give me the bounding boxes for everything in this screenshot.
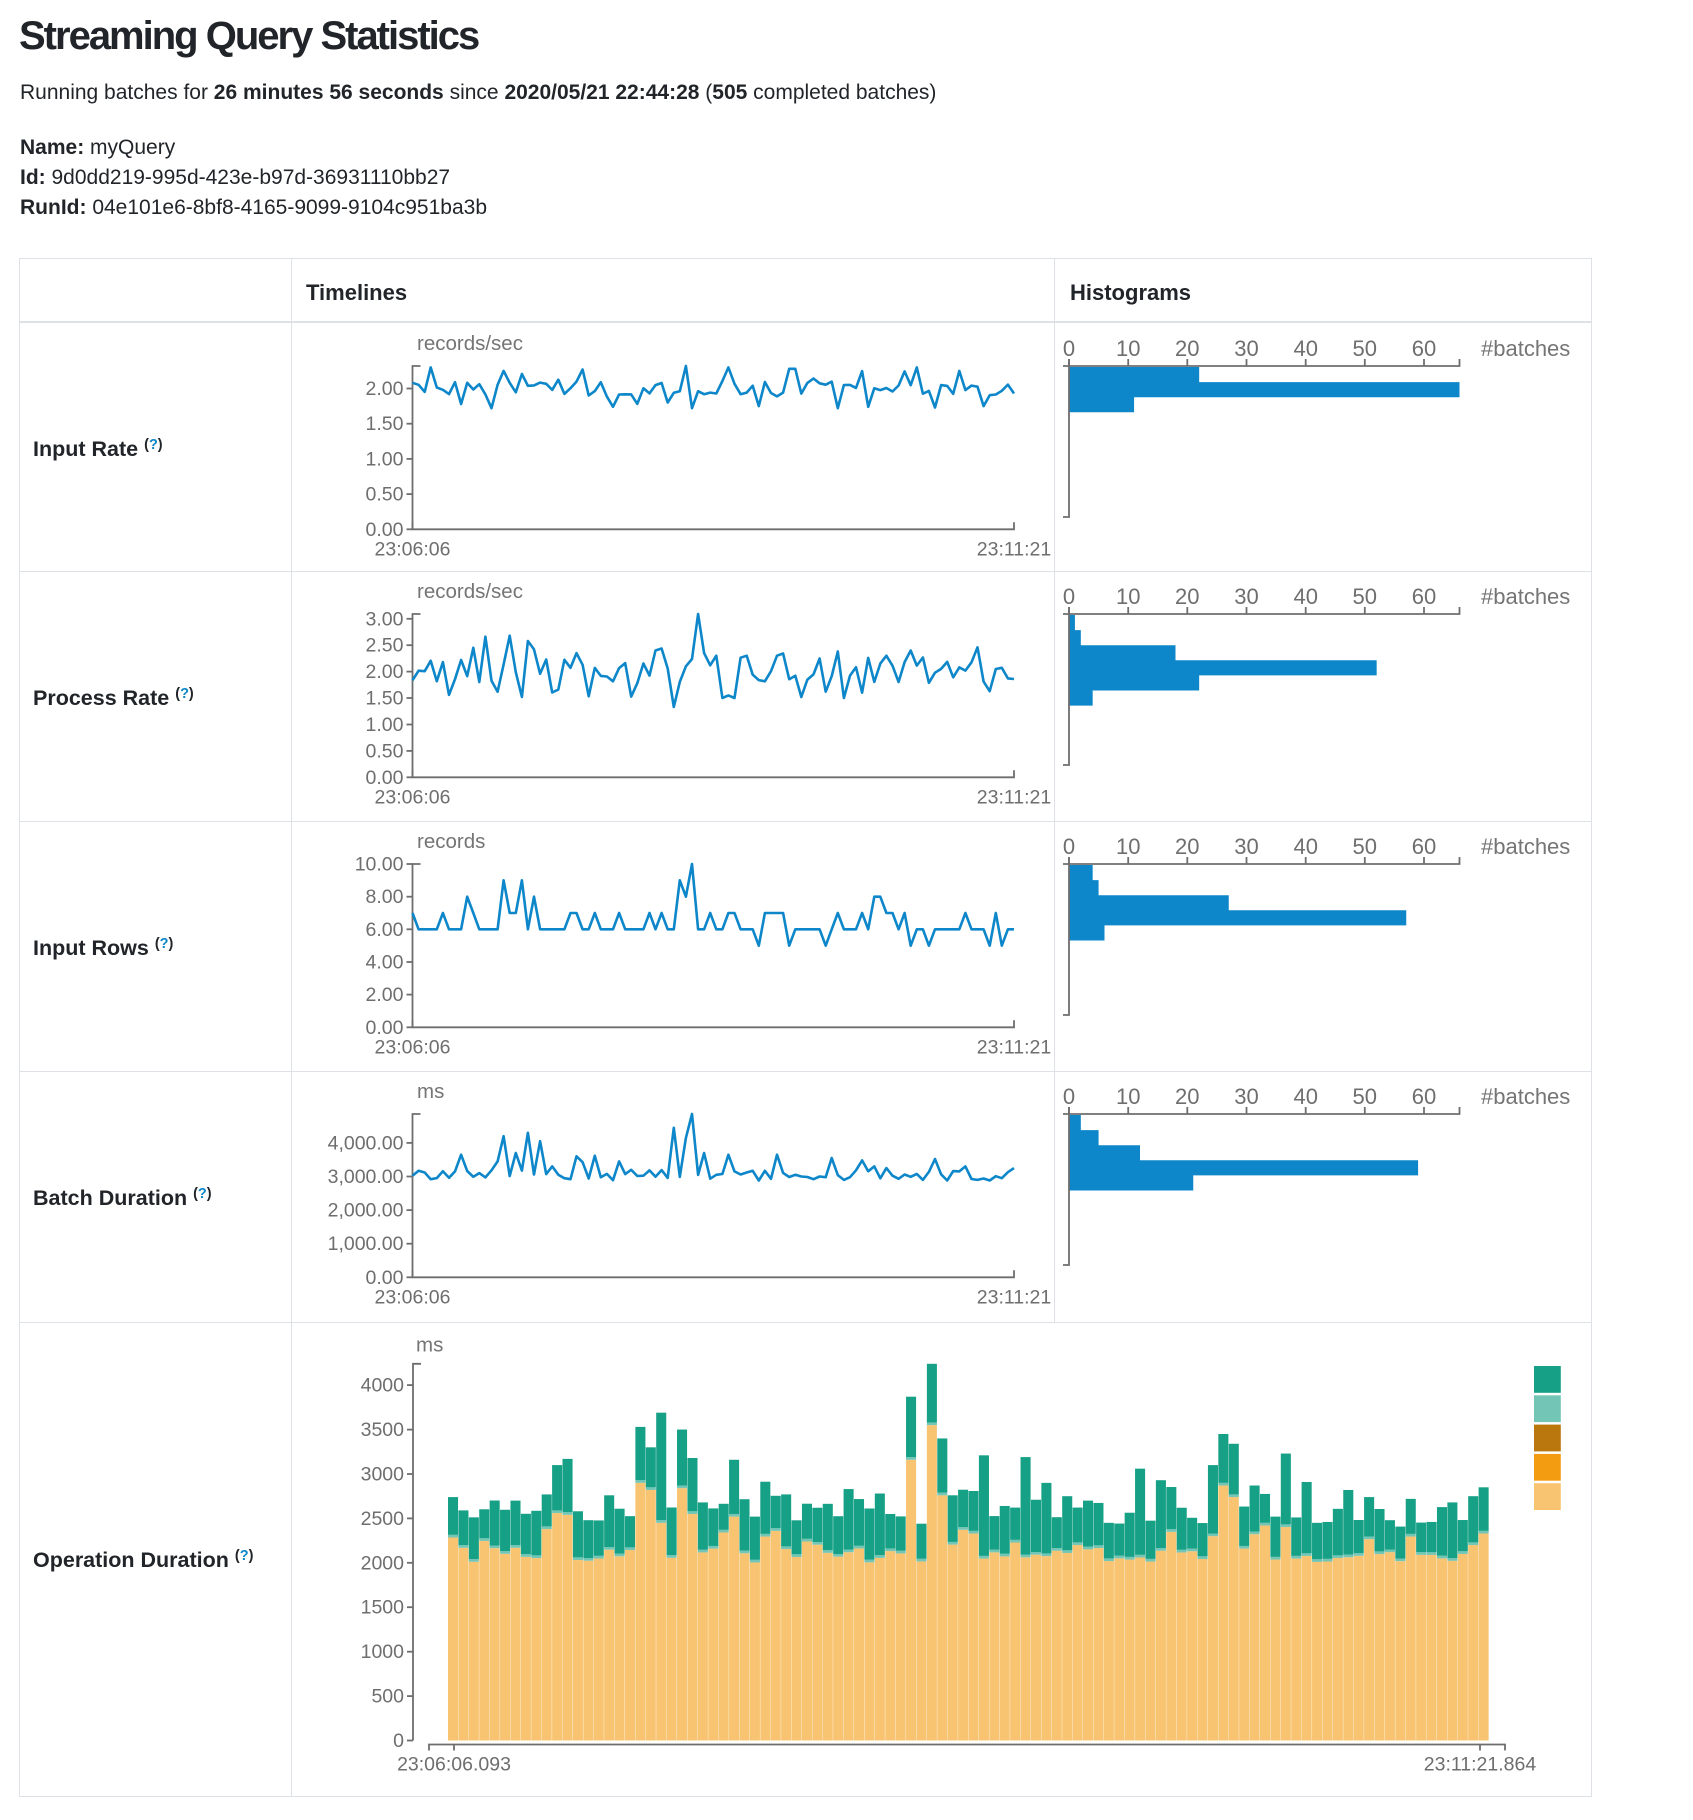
svg-text:23:06:06: 23:06:06 [375,1036,451,1058]
svg-text:23:11:21: 23:11:21 [977,538,1051,560]
svg-text:#batches: #batches [1481,1084,1570,1109]
svg-text:records: records [417,830,485,853]
svg-text:1500: 1500 [361,1596,405,1618]
svg-text:30: 30 [1234,584,1258,609]
svg-text:2.00: 2.00 [366,378,404,400]
svg-text:23:11:21: 23:11:21 [977,1286,1051,1308]
svg-text:3.00: 3.00 [366,608,404,630]
svg-text:2.00: 2.00 [366,984,404,1006]
svg-text:0: 0 [1063,336,1075,361]
svg-text:#batches: #batches [1481,584,1570,609]
svg-text:23:11:21.864: 23:11:21.864 [1424,1753,1537,1775]
svg-text:20: 20 [1175,336,1199,361]
svg-text:50: 50 [1353,1084,1377,1109]
svg-text:2,000.00: 2,000.00 [328,1200,404,1222]
svg-text:50: 50 [1353,336,1377,361]
svg-text:60: 60 [1412,1084,1436,1109]
svg-text:#batches: #batches [1481,336,1570,361]
svg-text:50: 50 [1353,584,1377,609]
svg-text:500: 500 [371,1685,404,1707]
svg-text:ms: ms [417,1080,444,1103]
svg-text:40: 40 [1293,834,1317,859]
svg-text:0.50: 0.50 [366,483,404,505]
svg-text:0: 0 [1063,1084,1075,1109]
svg-text:1,000.00: 1,000.00 [328,1233,404,1255]
svg-text:records/sec: records/sec [417,580,523,603]
svg-text:1.50: 1.50 [366,413,404,435]
svg-text:0.00: 0.00 [366,767,404,789]
svg-text:23:06:06: 23:06:06 [375,1286,451,1308]
svg-text:2.50: 2.50 [366,635,404,657]
svg-text:0: 0 [393,1730,404,1752]
svg-text:0.00: 0.00 [366,1267,404,1289]
svg-text:23:06:06: 23:06:06 [375,538,451,560]
svg-text:10: 10 [1116,584,1140,609]
svg-text:30: 30 [1234,834,1258,859]
svg-text:4.00: 4.00 [366,952,404,974]
svg-text:20: 20 [1175,1084,1199,1109]
svg-text:1.00: 1.00 [366,714,404,736]
svg-text:30: 30 [1234,1084,1258,1109]
svg-text:10: 10 [1116,834,1140,859]
svg-text:60: 60 [1412,336,1436,361]
svg-text:20: 20 [1175,584,1199,609]
svg-text:10: 10 [1116,336,1140,361]
svg-text:2.00: 2.00 [366,661,404,683]
svg-text:10: 10 [1116,1084,1140,1109]
svg-text:40: 40 [1293,1084,1317,1109]
svg-text:3,000.00: 3,000.00 [328,1166,404,1188]
svg-text:3000: 3000 [361,1463,405,1485]
svg-text:8.00: 8.00 [366,886,404,908]
svg-text:4000: 4000 [361,1374,405,1396]
svg-text:23:11:21: 23:11:21 [977,1036,1051,1058]
svg-text:0: 0 [1063,584,1075,609]
svg-text:50: 50 [1353,834,1377,859]
svg-text:23:06:06.093: 23:06:06.093 [397,1753,511,1775]
svg-text:records/sec: records/sec [417,332,523,355]
svg-text:2000: 2000 [361,1552,405,1574]
svg-text:4,000.00: 4,000.00 [328,1132,404,1154]
svg-text:0.50: 0.50 [366,740,404,762]
svg-text:23:06:06: 23:06:06 [375,786,451,808]
svg-text:0.00: 0.00 [366,518,404,540]
svg-text:3500: 3500 [361,1419,405,1441]
svg-text:6.00: 6.00 [366,919,404,941]
svg-text:0: 0 [1063,834,1075,859]
svg-text:20: 20 [1175,834,1199,859]
svg-text:#batches: #batches [1481,834,1570,859]
svg-text:60: 60 [1412,834,1436,859]
svg-text:2500: 2500 [361,1507,405,1529]
svg-text:1000: 1000 [361,1641,405,1663]
svg-text:10.00: 10.00 [355,854,404,876]
svg-text:40: 40 [1293,584,1317,609]
svg-text:1.00: 1.00 [366,448,404,470]
svg-text:40: 40 [1293,336,1317,361]
svg-text:0.00: 0.00 [366,1017,404,1039]
svg-text:ms: ms [416,1333,443,1356]
svg-text:1.50: 1.50 [366,688,404,710]
svg-text:23:11:21: 23:11:21 [977,786,1051,808]
svg-text:30: 30 [1234,336,1258,361]
svg-text:60: 60 [1412,584,1436,609]
